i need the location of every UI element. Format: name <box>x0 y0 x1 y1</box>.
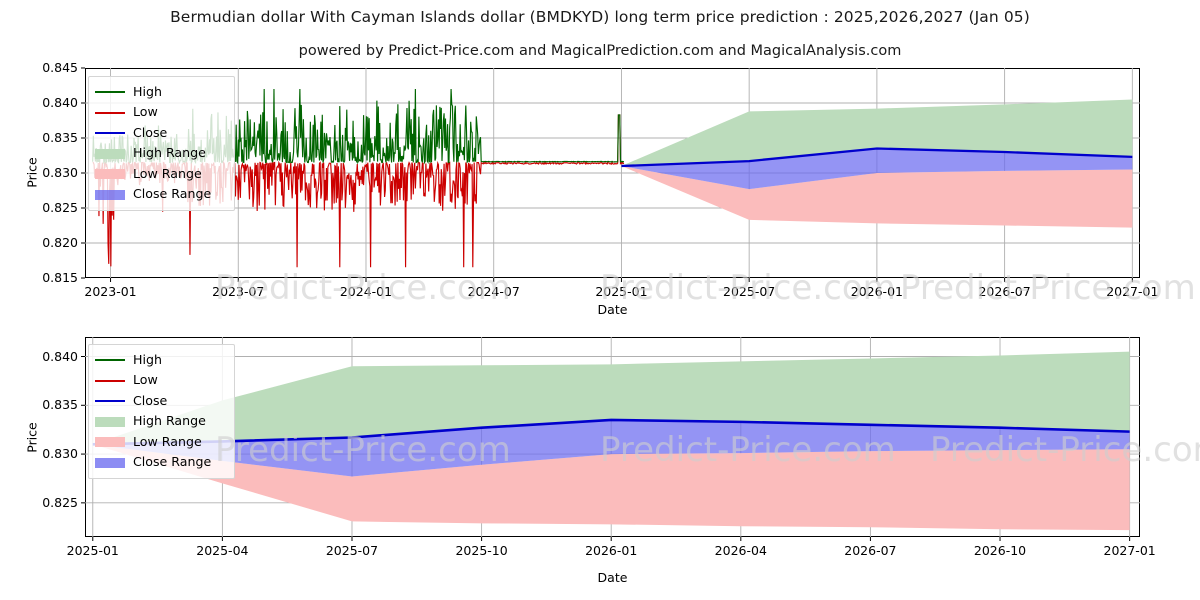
legend-item-close-range: Close Range <box>95 453 227 474</box>
y-tick-label: 0.825 <box>42 200 78 215</box>
x-tick-label: 2027-01 <box>1106 284 1159 299</box>
legend-label: Low <box>133 372 158 388</box>
y-tick-label: 0.835 <box>42 397 78 413</box>
legend-item-high-range: High Range <box>95 144 227 165</box>
y-tick-label: 0.825 <box>42 494 78 510</box>
top-chart-legend: High Low Close High Range Low Range Close Ran… <box>88 76 235 211</box>
x-tick-label: 2025-01 <box>595 284 648 299</box>
y-tick-label: 0.815 <box>42 270 78 285</box>
y-tick-label: 0.845 <box>42 60 78 75</box>
legend-swatch-close <box>95 127 125 139</box>
legend-item-high-range: High Range <box>95 412 227 433</box>
x-tick-label: 2026-01 <box>585 543 638 558</box>
x-tick-label: 2023-07 <box>212 284 265 299</box>
x-tick-label: 2027-01 <box>1103 543 1156 558</box>
x-tick-label: 2024-01 <box>339 284 393 299</box>
legend-swatch-low <box>95 107 125 119</box>
x-tick-label: 2023-01 <box>84 284 137 299</box>
legend-swatch-close-range <box>95 189 125 201</box>
legend-label: Close <box>133 124 168 140</box>
x-tick-label: 2026-07 <box>978 284 1031 299</box>
legend-item-low-range: Low Range <box>95 164 227 185</box>
legend-label: High Range <box>133 145 206 161</box>
bottom-chart-legend: High Low Close High Range Low Range Close Ran… <box>88 344 235 479</box>
x-tick-label: 2025-07 <box>325 543 379 558</box>
top-x-axis-label: Date <box>597 302 628 317</box>
legend-label: Low <box>133 104 158 120</box>
legend-swatch-high <box>95 354 125 366</box>
legend-swatch-high-range <box>95 148 125 160</box>
legend-label: Close <box>133 392 168 408</box>
legend-swatch-close-range <box>95 457 125 469</box>
x-tick-label: 2026-04 <box>714 543 767 558</box>
x-tick-label: 2026-01 <box>850 284 903 299</box>
y-tick-label: 0.830 <box>42 165 78 180</box>
page-subtitle: powered by Predict-Price.com and Magical… <box>298 43 902 59</box>
y-tick-label: 0.830 <box>42 446 78 462</box>
bottom-x-axis-label: Date <box>597 570 628 585</box>
legend-item-low: Low <box>95 371 227 392</box>
y-tick-label: 0.820 <box>42 235 78 250</box>
x-tick-label: 2026-10 <box>973 543 1027 558</box>
legend-swatch-low-range <box>95 168 125 180</box>
y-tick-label: 0.840 <box>42 348 78 364</box>
legend-label: Close Range <box>133 186 212 202</box>
legend-item-close-range: Close Range <box>95 185 227 206</box>
bottom-chart-axes <box>85 337 1140 537</box>
x-tick-label: 2025-07 <box>723 284 776 299</box>
x-tick-label: 2025-10 <box>455 543 508 558</box>
x-tick-label: 2024-07 <box>467 284 520 299</box>
legend-swatch-low <box>95 375 125 387</box>
legend-item-low: Low <box>95 103 227 124</box>
legend-label: High <box>133 351 162 367</box>
legend-label: High <box>133 83 162 99</box>
x-tick-label: 2025-04 <box>196 543 249 558</box>
legend-swatch-close <box>95 395 125 407</box>
legend-swatch-high-range <box>95 416 125 428</box>
y-tick-label: 0.835 <box>42 130 78 145</box>
legend-label: Close Range <box>133 454 212 470</box>
legend-label: High Range <box>133 413 206 429</box>
legend-swatch-low-range <box>95 436 125 448</box>
x-tick-label: 2025-01 <box>66 543 119 558</box>
x-tick-label: 2026-07 <box>844 543 897 558</box>
legend-label: Low Range <box>133 165 202 181</box>
y-tick-label: 0.840 <box>42 95 78 110</box>
page-title: Bermudian dollar With Cayman Islands dol… <box>170 8 1030 26</box>
legend-swatch-high <box>95 86 125 98</box>
legend-item-high: High <box>95 82 227 103</box>
legend-item-low-range: Low Range <box>95 432 227 453</box>
legend-label: Low Range <box>133 433 202 449</box>
legend-item-close: Close <box>95 123 227 144</box>
legend-item-close: Close <box>95 391 227 412</box>
legend-item-high: High <box>95 350 227 371</box>
